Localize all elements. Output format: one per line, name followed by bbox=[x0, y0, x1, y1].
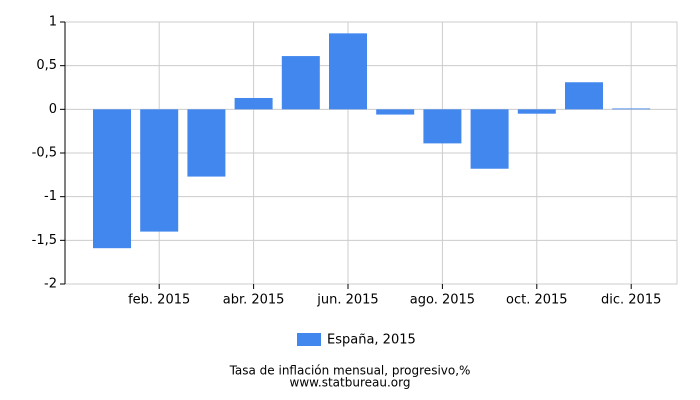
bar bbox=[93, 109, 131, 249]
x-tick-label: oct. 2015 bbox=[506, 293, 568, 308]
y-tick-label: -0,5 bbox=[32, 146, 57, 161]
y-tick-label: -1,5 bbox=[32, 233, 57, 248]
chart-source: www.statbureau.org bbox=[290, 376, 411, 390]
bar bbox=[423, 109, 462, 144]
bar bbox=[187, 109, 226, 177]
bar bbox=[612, 108, 651, 110]
bar bbox=[329, 33, 367, 110]
bar bbox=[376, 109, 415, 115]
bar bbox=[140, 109, 179, 232]
x-tick-label: ago. 2015 bbox=[410, 293, 475, 308]
bar bbox=[281, 56, 320, 110]
bar bbox=[517, 109, 556, 114]
chart-footer: Tasa de inflación mensual, progresivo,% bbox=[229, 364, 471, 378]
bar bbox=[234, 97, 273, 110]
y-tick-label: 0 bbox=[49, 102, 57, 117]
y-tick-label: 1 bbox=[49, 15, 57, 30]
y-tick-label: -1 bbox=[44, 189, 57, 204]
bar bbox=[565, 82, 603, 110]
x-tick-label: abr. 2015 bbox=[223, 293, 285, 308]
y-tick-label: 0,5 bbox=[36, 58, 57, 73]
x-tick-label: dic. 2015 bbox=[601, 293, 661, 308]
x-tick-label: jun. 2015 bbox=[316, 293, 378, 308]
y-tick-label: -2 bbox=[44, 277, 57, 292]
bar bbox=[470, 109, 509, 169]
legend-swatch bbox=[297, 333, 321, 346]
legend-label: España, 2015 bbox=[327, 333, 416, 348]
x-tick-label: feb. 2015 bbox=[128, 293, 190, 308]
